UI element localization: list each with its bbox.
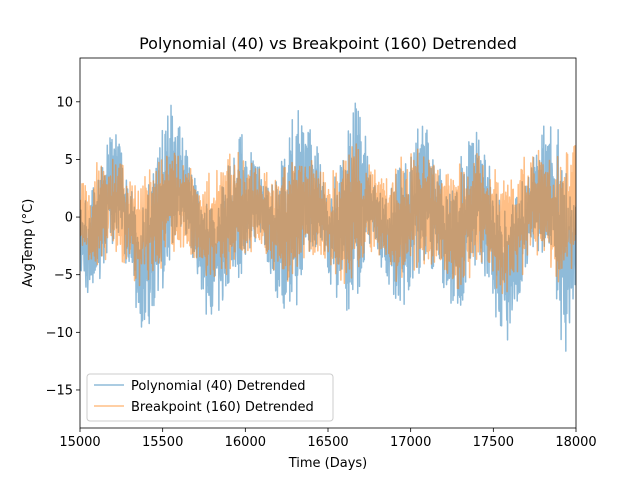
y-tick-label: −5 <box>54 268 73 283</box>
x-axis-label: Time (Days) <box>288 456 368 471</box>
series-layer <box>80 102 576 352</box>
legend-label-breakpoint: Breakpoint (160) Detrended <box>131 400 314 415</box>
x-tick-label: 17500 <box>473 435 514 450</box>
y-tick-label: 5 <box>65 153 73 168</box>
legend-box <box>86 373 334 422</box>
chart-title: Polynomial (40) vs Breakpoint (160) Detr… <box>139 34 517 53</box>
legend: Polynomial (40) Detrended Breakpoint (16… <box>86 373 334 422</box>
y-axis: −15 −10 −5 0 5 10 <box>46 95 80 398</box>
x-axis: 15000 15500 16000 16500 17000 17500 18000 <box>59 428 597 450</box>
y-axis-label: AvgTemp (°C) <box>21 199 36 288</box>
series-line-breakpoint <box>80 143 576 295</box>
x-tick-label: 16500 <box>307 435 348 450</box>
x-tick-label: 16000 <box>225 435 266 450</box>
x-tick-label: 15500 <box>142 435 183 450</box>
y-tick-label: −10 <box>46 326 73 341</box>
x-tick-label: 17000 <box>390 435 431 450</box>
y-tick-label: 10 <box>56 95 73 110</box>
y-tick-label: 0 <box>65 211 73 226</box>
x-tick-label: 15000 <box>59 435 100 450</box>
x-tick-label: 18000 <box>555 435 596 450</box>
legend-label-polynomial: Polynomial (40) Detrended <box>131 379 306 394</box>
y-tick-label: −15 <box>46 383 73 398</box>
